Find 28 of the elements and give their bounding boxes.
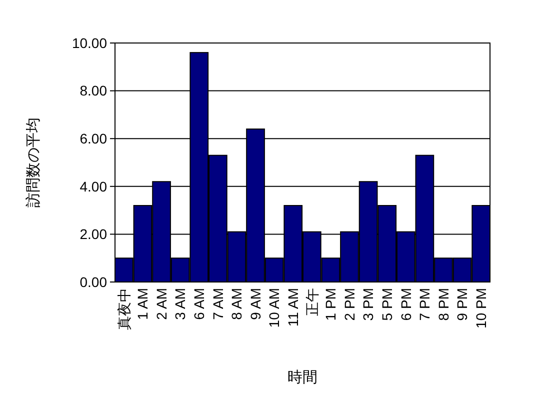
x-axis-title: 時間 [288,369,318,386]
y-tick-label: 8.00 [80,82,108,99]
x-tick-label: 正午 [304,288,320,316]
y-tick-label: 2.00 [80,226,108,242]
x-tick-label: 2 AM [153,288,170,320]
x-tick-label: 9 PM [454,288,470,321]
y-axis-title: 訪問数の平均 [25,118,42,208]
x-tick-label: 6 AM [191,288,208,320]
x-tick-label: 10 AM [266,288,282,328]
x-tick-label: 7 AM [210,288,226,320]
x-tick-label: 8 AM [228,288,245,320]
y-tick-label: 4.00 [80,178,108,194]
x-tick-label: 真夜中 [116,288,132,330]
x-tick-label: 1 PM [322,288,339,321]
x-tick-label: 1 AM [134,288,151,320]
y-tick-label: 0.00 [80,274,108,290]
x-tick-label: 3 PM [360,288,376,321]
x-tick-label: 10 PM [472,288,489,328]
y-tick-label: 6.00 [80,130,108,146]
x-tick-label: 9 AM [247,288,264,320]
x-tick-label: 8 PM [435,288,452,321]
x-tick-label: 6 PM [398,288,414,321]
x-tick-label: 11 AM [285,288,301,327]
x-tick-label: 5 PM [378,288,395,321]
x-tick-label: 7 PM [416,288,433,321]
x-tick-label: 3 AM [172,288,188,320]
x-tick-label: 2 PM [341,288,358,321]
y-tick-label: 10.00 [72,34,108,51]
